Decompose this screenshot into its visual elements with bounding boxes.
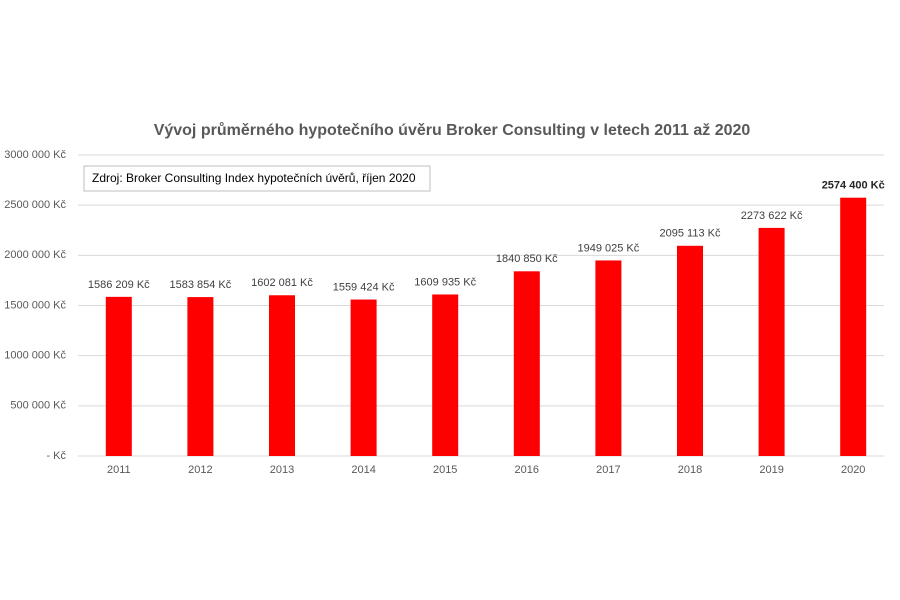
bar	[187, 297, 214, 456]
value-label: 1583 854 Kč	[170, 279, 232, 291]
value-label: 1949 025 Kč	[578, 242, 640, 254]
x-tick-label: 2011	[107, 464, 131, 476]
annotation: Zdroj: Broker Consulting Index hypoteční…	[92, 171, 416, 185]
x-tick-label: 2016	[515, 464, 539, 476]
bar	[677, 245, 703, 456]
x-tick-label: 2014	[351, 464, 375, 476]
bar	[840, 197, 867, 456]
x-tick-label: 2019	[759, 464, 783, 476]
y-tick-label: 2500 000 Kč	[4, 199, 66, 211]
value-label: 2574 400 Kč	[822, 180, 885, 192]
bar	[595, 260, 622, 456]
y-tick-label: - Kč	[46, 450, 66, 462]
value-label: 1586 209 Kč	[88, 279, 150, 291]
bar	[513, 271, 540, 456]
value-label: 1840 850 Kč	[496, 253, 558, 265]
bar	[350, 299, 377, 456]
y-tick-label: 1500 000 Kč	[4, 299, 66, 311]
y-tick-label: 2000 000 Kč	[4, 249, 66, 261]
value-label: 1602 081 Kč	[251, 277, 313, 289]
x-tick-label: 2015	[433, 464, 457, 476]
x-tick-label: 2018	[678, 464, 702, 476]
y-tick-label: 500 000 Kč	[10, 400, 66, 412]
chart-title: Vývoj průměrného hypotečního úvěru Broke…	[154, 122, 751, 139]
bar	[269, 295, 295, 456]
value-label: 2095 113 Kč	[660, 228, 721, 240]
value-label: 2273 622 Kč	[741, 210, 803, 222]
y-tick-label: 3000 000 Kč	[4, 149, 66, 161]
bar	[758, 227, 785, 456]
y-tick-label: 1000 000 Kč	[4, 350, 66, 362]
x-tick-label: 2017	[596, 464, 620, 476]
value-label: 1609 935 Kč	[414, 276, 476, 288]
bar	[105, 296, 132, 456]
x-tick-label: 2013	[270, 464, 294, 476]
x-tick-label: 2020	[841, 464, 865, 476]
value-label: 1559 424 Kč	[333, 281, 395, 293]
annotation-box	[83, 165, 431, 192]
x-tick-label: 2012	[188, 464, 212, 476]
bar	[432, 294, 459, 456]
